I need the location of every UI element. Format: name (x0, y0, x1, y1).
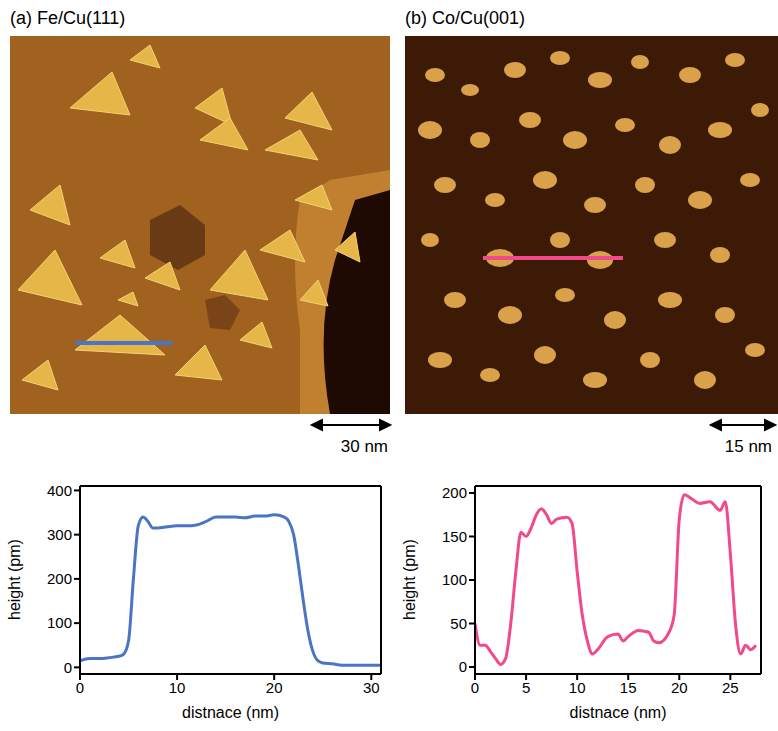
svg-text:15: 15 (620, 679, 637, 696)
svg-text:0: 0 (76, 679, 84, 696)
svg-text:100: 100 (442, 571, 467, 588)
svg-text:0: 0 (459, 658, 467, 675)
svg-text:300: 300 (47, 526, 72, 543)
svg-text:0: 0 (471, 679, 479, 696)
svg-text:5: 5 (522, 679, 530, 696)
svg-text:25: 25 (722, 679, 739, 696)
svg-text:10: 10 (169, 679, 186, 696)
svg-text:height (pm): height (pm) (6, 539, 23, 620)
svg-text:(b) Co/Cu(001): (b) Co/Cu(001) (405, 8, 525, 28)
svg-text:200: 200 (47, 570, 72, 587)
svg-text:30: 30 (363, 679, 380, 696)
svg-text:distnace (nm): distnace (nm) (182, 704, 279, 721)
svg-text:30 nm: 30 nm (341, 437, 388, 456)
svg-text:0: 0 (64, 659, 72, 676)
svg-text:100: 100 (47, 614, 72, 631)
svg-text:50: 50 (450, 615, 467, 632)
svg-text:10: 10 (569, 679, 586, 696)
svg-text:distnace (nm): distnace (nm) (570, 704, 667, 721)
svg-text:height (pm): height (pm) (401, 539, 418, 620)
svg-text:150: 150 (442, 528, 467, 545)
svg-text:200: 200 (442, 484, 467, 501)
svg-text:20: 20 (671, 679, 688, 696)
svg-text:400: 400 (47, 482, 72, 499)
svg-text:15 nm: 15 nm (725, 437, 772, 456)
svg-text:20: 20 (266, 679, 283, 696)
svg-text:(a) Fe/Cu(111): (a) Fe/Cu(111) (10, 8, 125, 28)
